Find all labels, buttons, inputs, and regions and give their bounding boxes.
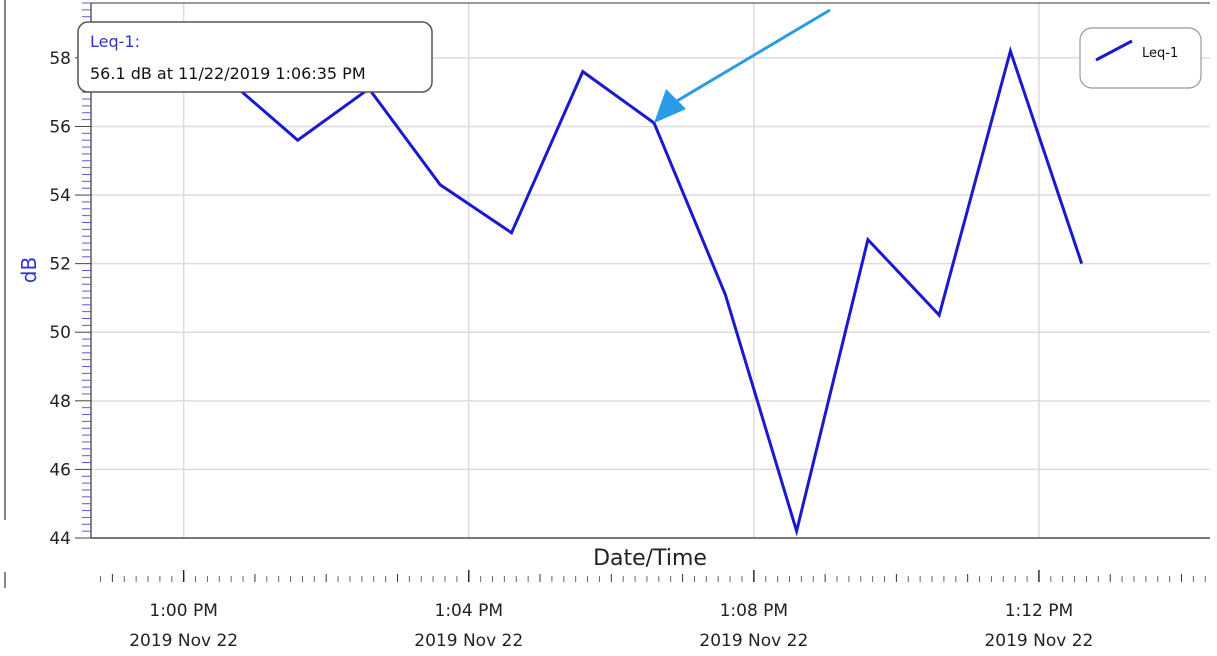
data-point[interactable] (793, 527, 801, 535)
time-axis: 1:00 PM 2019 Nov 22 1:04 PM 2019 Nov 22 1:08… (100, 570, 1206, 651)
y-tick-label: 54 (49, 186, 71, 206)
data-point[interactable] (935, 311, 943, 319)
x-tick-label-time: 1:04 PM (435, 601, 504, 621)
y-axis: 44 46 48 50 52 54 56 58 (49, 2, 91, 549)
data-point[interactable] (1078, 260, 1086, 268)
x-tick-label-time: 1:08 PM (720, 601, 789, 621)
data-point[interactable] (864, 236, 872, 244)
tooltip-series-name: Leq-1: (90, 32, 140, 51)
legend-label: Leq-1 (1142, 46, 1178, 61)
y-tick-label: 58 (49, 49, 71, 69)
pointer-arrow-head (654, 89, 687, 124)
data-point[interactable] (579, 68, 587, 76)
x-tick-label-date: 2019 Nov 22 (129, 631, 238, 651)
legend-swatch (1095, 39, 1133, 62)
series-line-leq-1[interactable] (140, 45, 1084, 537)
pointer-arrow-shaft (669, 8, 831, 107)
x-axis-title: Date/Time (593, 546, 707, 571)
grid-lines (91, 3, 1210, 539)
data-point[interactable] (294, 136, 302, 144)
legend-box (1079, 27, 1202, 89)
data-point[interactable] (436, 181, 444, 189)
y-tick-label: 48 (49, 392, 71, 412)
data-point[interactable] (721, 291, 729, 299)
data-point[interactable] (508, 229, 516, 237)
tooltip-box (77, 21, 433, 93)
y-axis-title: dB (17, 257, 41, 283)
legend[interactable]: Leq-1 (1079, 27, 1202, 89)
tooltip-annotation: Leq-1: 56.1 dB at 11/22/2019 1:06:35 PM (77, 8, 831, 124)
series-layer (140, 45, 1086, 537)
y-tick-label: 56 (49, 117, 71, 137)
x-tick-label-date: 2019 Nov 22 (984, 631, 1093, 651)
y-tick-label: 52 (49, 255, 71, 275)
x-tick-label-time: 1:00 PM (149, 601, 218, 621)
x-tick-label-date: 2019 Nov 22 (699, 631, 808, 651)
x-tick-label-date: 2019 Nov 22 (414, 631, 523, 651)
tooltip-value-text: 56.1 dB at 11/22/2019 1:06:35 PM (90, 64, 366, 83)
y-tick-label: 46 (49, 460, 71, 480)
y-tick-label: 50 (49, 323, 71, 343)
y-tick-label: 44 (49, 529, 71, 549)
data-point[interactable] (1006, 47, 1014, 55)
x-tick-label-time: 1:12 PM (1005, 601, 1074, 621)
